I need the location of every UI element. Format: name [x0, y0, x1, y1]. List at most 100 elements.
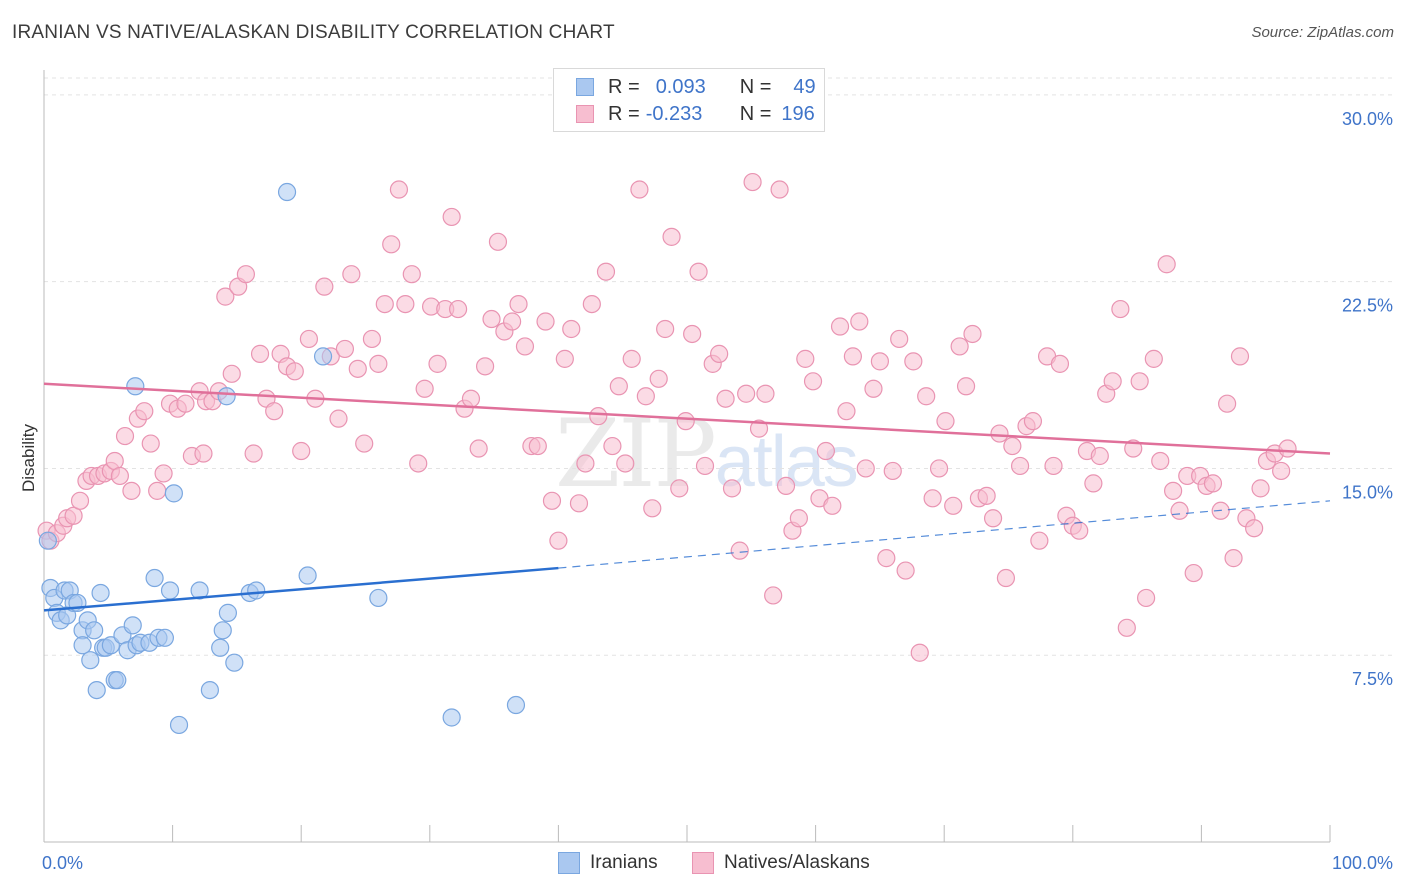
legend-n-label: N = [739, 75, 772, 98]
natives-point [1070, 521, 1089, 540]
natives-point [148, 481, 167, 500]
iranians-point [213, 621, 232, 640]
natives-point [222, 364, 241, 383]
natives-point [956, 377, 976, 396]
natives-point [683, 324, 702, 344]
natives-point [730, 541, 749, 560]
natives-point [636, 387, 655, 406]
iranians-point [85, 621, 104, 640]
natives-point [870, 352, 890, 371]
natives-point [616, 454, 635, 473]
natives-point [428, 354, 447, 373]
natives-point [589, 407, 608, 426]
series-swatch-iranians [558, 852, 580, 874]
natives-point [555, 349, 574, 368]
natives-point [1170, 501, 1189, 520]
natives-point [936, 412, 955, 431]
iranians-point [145, 568, 164, 588]
iranians-point [73, 636, 92, 655]
iranians-point [38, 531, 57, 550]
natives-point [896, 561, 915, 580]
series-label-natives: Natives/Alaskans [724, 852, 870, 873]
natives-point [837, 402, 856, 421]
natives-point [950, 337, 969, 356]
natives-point [292, 441, 311, 461]
natives-point [676, 412, 695, 431]
natives-point [656, 319, 675, 339]
iranians-point [169, 715, 189, 735]
natives-point [503, 312, 522, 331]
natives-point [890, 329, 909, 349]
natives-point [743, 172, 762, 192]
iranians-trend-extension [558, 500, 1331, 569]
iranians-point [277, 182, 297, 202]
natives-point [141, 434, 160, 453]
natives-trend-line [43, 382, 1331, 455]
natives-point [596, 262, 616, 281]
natives-point [1130, 372, 1149, 391]
x-tick-label-min: 0.0% [42, 853, 83, 873]
natives-point [176, 394, 195, 413]
natives-point [1044, 456, 1063, 476]
natives-point [963, 324, 982, 344]
natives-point [749, 419, 769, 438]
natives-point [910, 643, 929, 662]
natives-point [542, 491, 562, 510]
natives-point [1010, 456, 1030, 476]
natives-point [983, 509, 1003, 528]
natives-point [194, 444, 213, 463]
legend-row-iranians: R = 0.093 N = 49 [576, 75, 816, 99]
natives-point [843, 347, 862, 366]
series-swatch-natives [692, 852, 714, 874]
natives-point [1117, 618, 1136, 637]
natives-point [582, 294, 601, 314]
natives-point [315, 277, 334, 296]
natives-point [1137, 588, 1156, 608]
natives-point [803, 372, 823, 391]
natives-point [722, 479, 742, 498]
natives-point [1144, 349, 1163, 368]
legend-r-value: 0.093 [655, 75, 706, 98]
natives-point [562, 319, 581, 339]
natives-point [710, 344, 729, 363]
natives-point [448, 299, 468, 319]
natives-point [154, 464, 173, 483]
legend-row-natives: R = -0.233 N = 196 [576, 102, 815, 126]
natives-point [996, 568, 1016, 588]
iranians-point [190, 581, 209, 600]
natives-point [442, 207, 461, 227]
natives-point [877, 549, 896, 568]
natives-point [348, 359, 367, 378]
natives-point [689, 262, 708, 281]
natives-point [285, 362, 304, 381]
legend-n-value: 196 [781, 102, 815, 125]
natives-point [662, 227, 681, 246]
stats-legend: R = 0.093 N = 49 R = -0.233 N = 196 [553, 68, 825, 132]
legend-swatch-iranians [576, 78, 594, 96]
natives-point [1251, 479, 1270, 498]
natives-point [904, 352, 923, 371]
natives-point [389, 180, 409, 199]
natives-point [115, 426, 135, 446]
natives-point [122, 481, 141, 500]
natives-point [329, 409, 348, 428]
natives-point [856, 459, 875, 478]
natives-point [488, 232, 508, 251]
iranians-point [126, 377, 145, 396]
natives-point [990, 424, 1009, 443]
natives-point [216, 287, 235, 306]
natives-point [402, 265, 421, 284]
natives-point [917, 387, 936, 406]
iranians-point [108, 671, 127, 690]
chart-title: IRANIAN VS NATIVE/ALASKAN DISABILITY COR… [12, 22, 615, 43]
natives-point [1151, 451, 1170, 471]
series-legend-iranians[interactable]: Iranians [558, 852, 658, 874]
natives-point [265, 402, 284, 421]
natives-point [396, 294, 415, 314]
series-legend: Iranians Natives/Alaskans [0, 852, 1406, 876]
series-legend-natives[interactable]: Natives/Alaskans [692, 852, 870, 874]
natives-point [576, 454, 595, 473]
iranians-point [217, 387, 236, 406]
x-tick-label-max: 100.0% [1332, 853, 1393, 873]
